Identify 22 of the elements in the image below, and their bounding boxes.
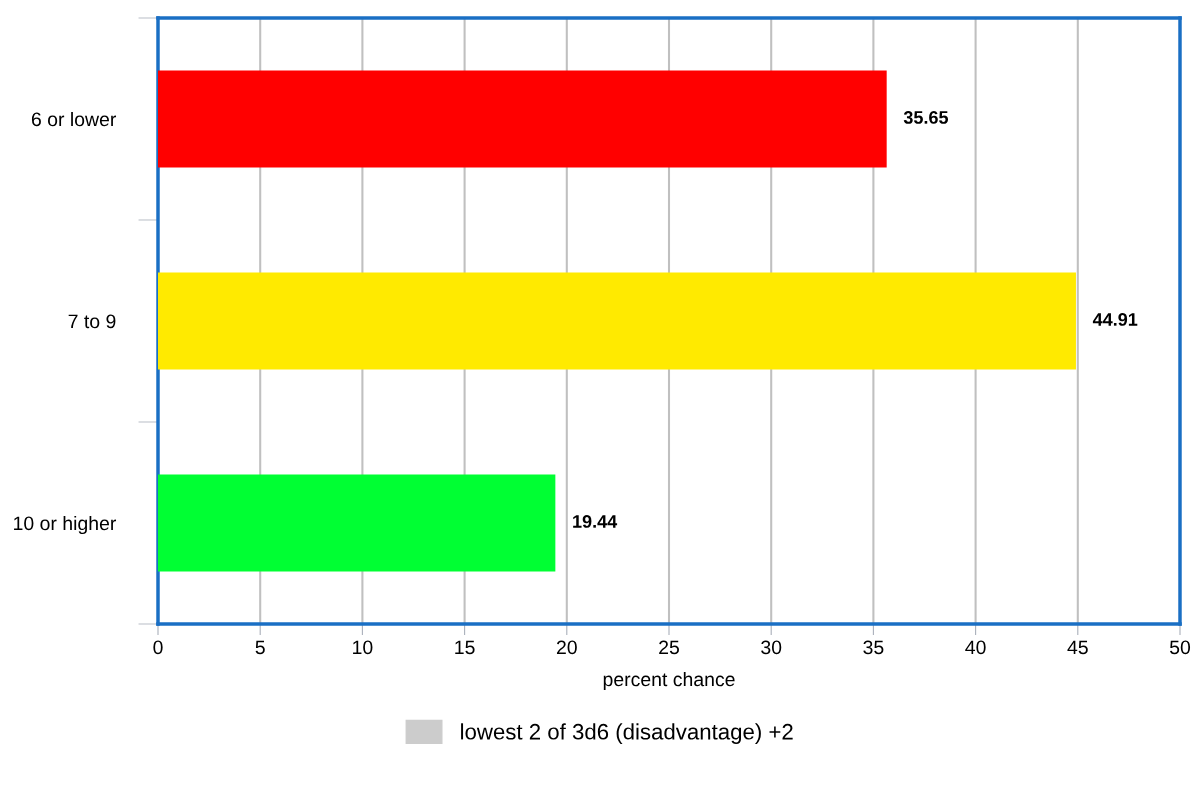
y-tick-label: 6 or lower (31, 111, 117, 127)
data-label: 44.91 (1092, 313, 1138, 326)
x-tick-label: 35 (863, 640, 884, 655)
x-tick-label: 25 (659, 640, 679, 655)
x-tick-label: 10 (353, 640, 373, 655)
x-tick-label: 40 (965, 640, 986, 655)
x-tick-label: 0 (153, 640, 163, 655)
bar (158, 70, 887, 168)
bar (158, 474, 556, 572)
x-tick-label: 30 (761, 640, 782, 655)
x-tick-label: 45 (1067, 640, 1088, 655)
x-tick-label: 15 (455, 640, 475, 655)
data-label: 35.65 (903, 111, 949, 124)
y-tick-label: 10 or higher (14, 515, 117, 535)
x-axis-title: percent chance (603, 671, 735, 691)
text: lowest 2 of 3d6 (disadvantage) +2 (461, 723, 793, 744)
data-label: 19.44 (573, 515, 618, 528)
x-tick-label: 50 (1169, 640, 1191, 655)
bar (158, 272, 1076, 370)
y-tick-label: 7 to 9 (68, 314, 116, 329)
x-tick-label: 20 (556, 640, 577, 655)
x-tick-label: 5 (255, 640, 265, 655)
